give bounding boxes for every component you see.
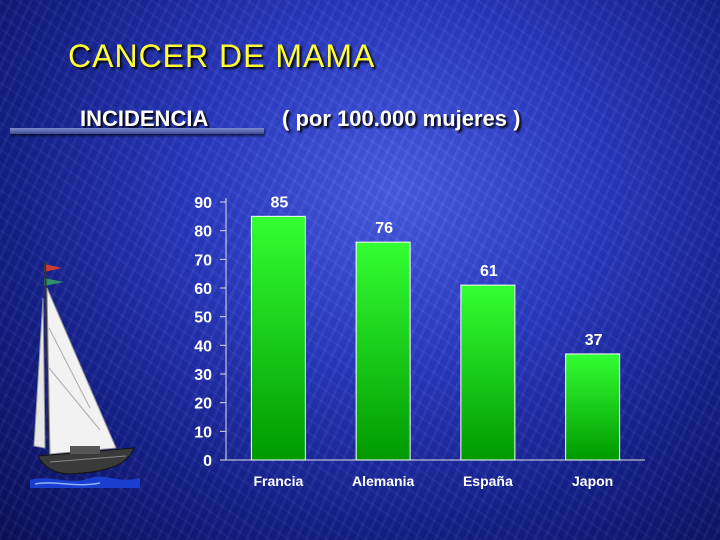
bar	[565, 353, 621, 461]
bar	[460, 284, 516, 461]
sailboat-icon	[30, 261, 140, 488]
bar	[355, 241, 411, 461]
data-label: 76	[375, 220, 393, 237]
data-label: 85	[270, 194, 288, 211]
y-tick-label: 20	[194, 396, 212, 413]
y-tick-label: 60	[194, 281, 212, 298]
x-tick-label: Japon	[572, 473, 613, 489]
x-tick-label: España	[463, 473, 513, 489]
data-label: 37	[585, 332, 603, 349]
y-tick-label: 10	[194, 424, 212, 441]
y-tick-label: 90	[194, 195, 212, 212]
y-tick-label: 30	[194, 367, 212, 384]
x-tick-label: Francia	[253, 473, 303, 489]
subtitle-underline	[10, 128, 264, 134]
y-tick-label: 80	[194, 224, 212, 241]
slide-subtitle: INCIDENCIA	[80, 106, 209, 131]
y-tick-label: 40	[194, 338, 212, 355]
bar	[250, 215, 306, 461]
data-label: 61	[480, 263, 498, 280]
y-tick-label: 70	[194, 252, 212, 269]
y-tick-label: 0	[203, 453, 212, 470]
unit-label: ( por 100.000 mujeres )	[282, 106, 521, 131]
x-tick-label: Alemania	[352, 473, 414, 489]
slide-title: CANCER DE MAMA	[68, 38, 376, 74]
y-tick-label: 50	[194, 310, 212, 327]
